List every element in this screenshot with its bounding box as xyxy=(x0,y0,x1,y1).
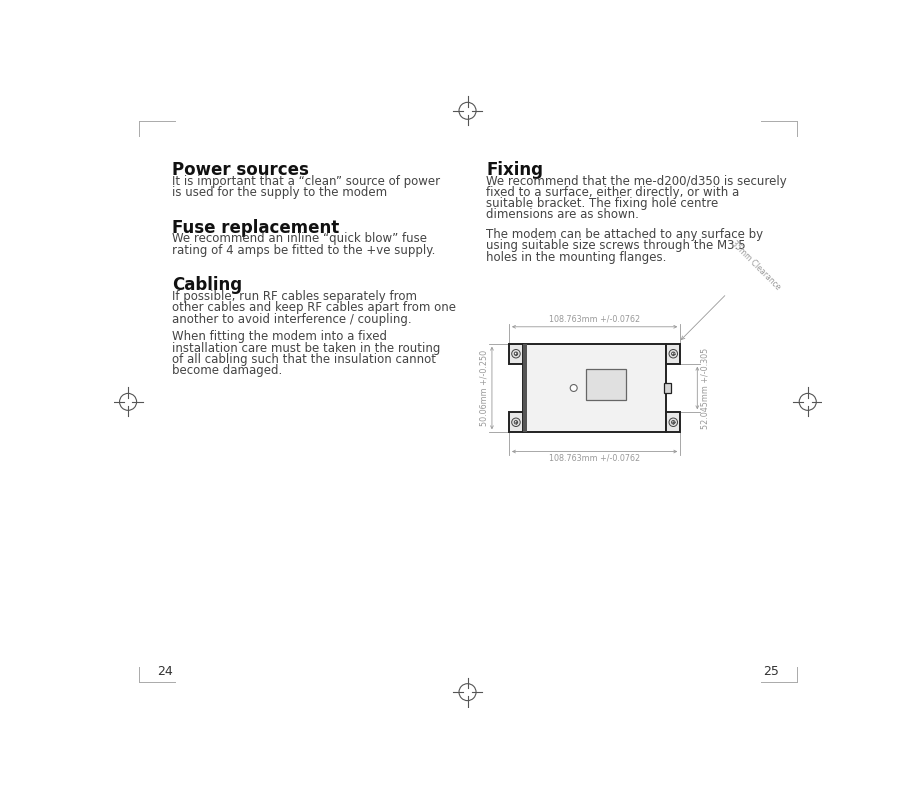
Text: suitable bracket. The fixing hole centre: suitable bracket. The fixing hole centre xyxy=(486,197,719,210)
Text: of all cabling such that the insulation cannot: of all cabling such that the insulation … xyxy=(173,353,436,366)
Circle shape xyxy=(672,421,675,424)
Circle shape xyxy=(511,418,520,426)
Text: Cabling: Cabling xyxy=(173,277,242,294)
Text: We recommend an inline “quick blow” fuse: We recommend an inline “quick blow” fuse xyxy=(173,232,427,246)
Circle shape xyxy=(511,350,520,358)
Text: become damaged.: become damaged. xyxy=(173,364,282,377)
Text: Fuse replacement: Fuse replacement xyxy=(173,219,340,237)
Text: other cables and keep RF cables apart from one: other cables and keep RF cables apart fr… xyxy=(173,301,456,314)
Bar xyxy=(509,343,523,364)
Circle shape xyxy=(514,421,518,424)
Text: using suitable size screws through the M3.5: using suitable size screws through the M… xyxy=(486,239,746,253)
Text: When fitting the modem into a fixed: When fitting the modem into a fixed xyxy=(173,331,387,343)
Text: installation care must be taken in the routing: installation care must be taken in the r… xyxy=(173,342,441,355)
Text: 108.763mm +/-0.0762: 108.763mm +/-0.0762 xyxy=(549,454,640,463)
Text: rating of 4 amps be fitted to the +ve supply.: rating of 4 amps be fitted to the +ve su… xyxy=(173,243,436,257)
Text: The modem can be attached to any surface by: The modem can be attached to any surface… xyxy=(486,228,763,242)
Bar xyxy=(523,343,527,432)
Bar xyxy=(666,343,680,364)
Text: 52.045mm +/-0.305: 52.045mm +/-0.305 xyxy=(700,347,709,429)
Text: 35mm Clearance: 35mm Clearance xyxy=(729,238,782,291)
Circle shape xyxy=(669,350,677,358)
Bar xyxy=(664,382,671,394)
Text: 25: 25 xyxy=(763,665,779,678)
Text: another to avoid interference / coupling.: another to avoid interference / coupling… xyxy=(173,312,412,325)
Text: Power sources: Power sources xyxy=(173,161,310,179)
Bar xyxy=(586,369,626,400)
Text: 24: 24 xyxy=(157,665,173,678)
Text: If possible, run RF cables separately from: If possible, run RF cables separately fr… xyxy=(173,290,417,303)
Text: dimensions are as shown.: dimensions are as shown. xyxy=(486,208,639,221)
Text: We recommend that the me-d200/d350 is securely: We recommend that the me-d200/d350 is se… xyxy=(486,175,787,188)
Text: 50.06mm +/-0.250: 50.06mm +/-0.250 xyxy=(480,350,488,426)
Circle shape xyxy=(672,352,675,355)
Circle shape xyxy=(571,385,577,391)
Circle shape xyxy=(669,418,677,426)
Bar xyxy=(523,343,666,432)
Text: holes in the mounting flanges.: holes in the mounting flanges. xyxy=(486,250,666,264)
Text: fixed to a surface, either directly, or with a: fixed to a surface, either directly, or … xyxy=(486,186,740,199)
Bar xyxy=(509,413,523,432)
Text: Fixing: Fixing xyxy=(486,161,543,179)
Text: It is important that a “clean” source of power: It is important that a “clean” source of… xyxy=(173,175,440,188)
Text: is used for the supply to the modem: is used for the supply to the modem xyxy=(173,186,387,199)
Text: 108.763mm +/-0.0762: 108.763mm +/-0.0762 xyxy=(549,315,640,324)
Bar xyxy=(666,413,680,432)
Circle shape xyxy=(514,352,518,355)
